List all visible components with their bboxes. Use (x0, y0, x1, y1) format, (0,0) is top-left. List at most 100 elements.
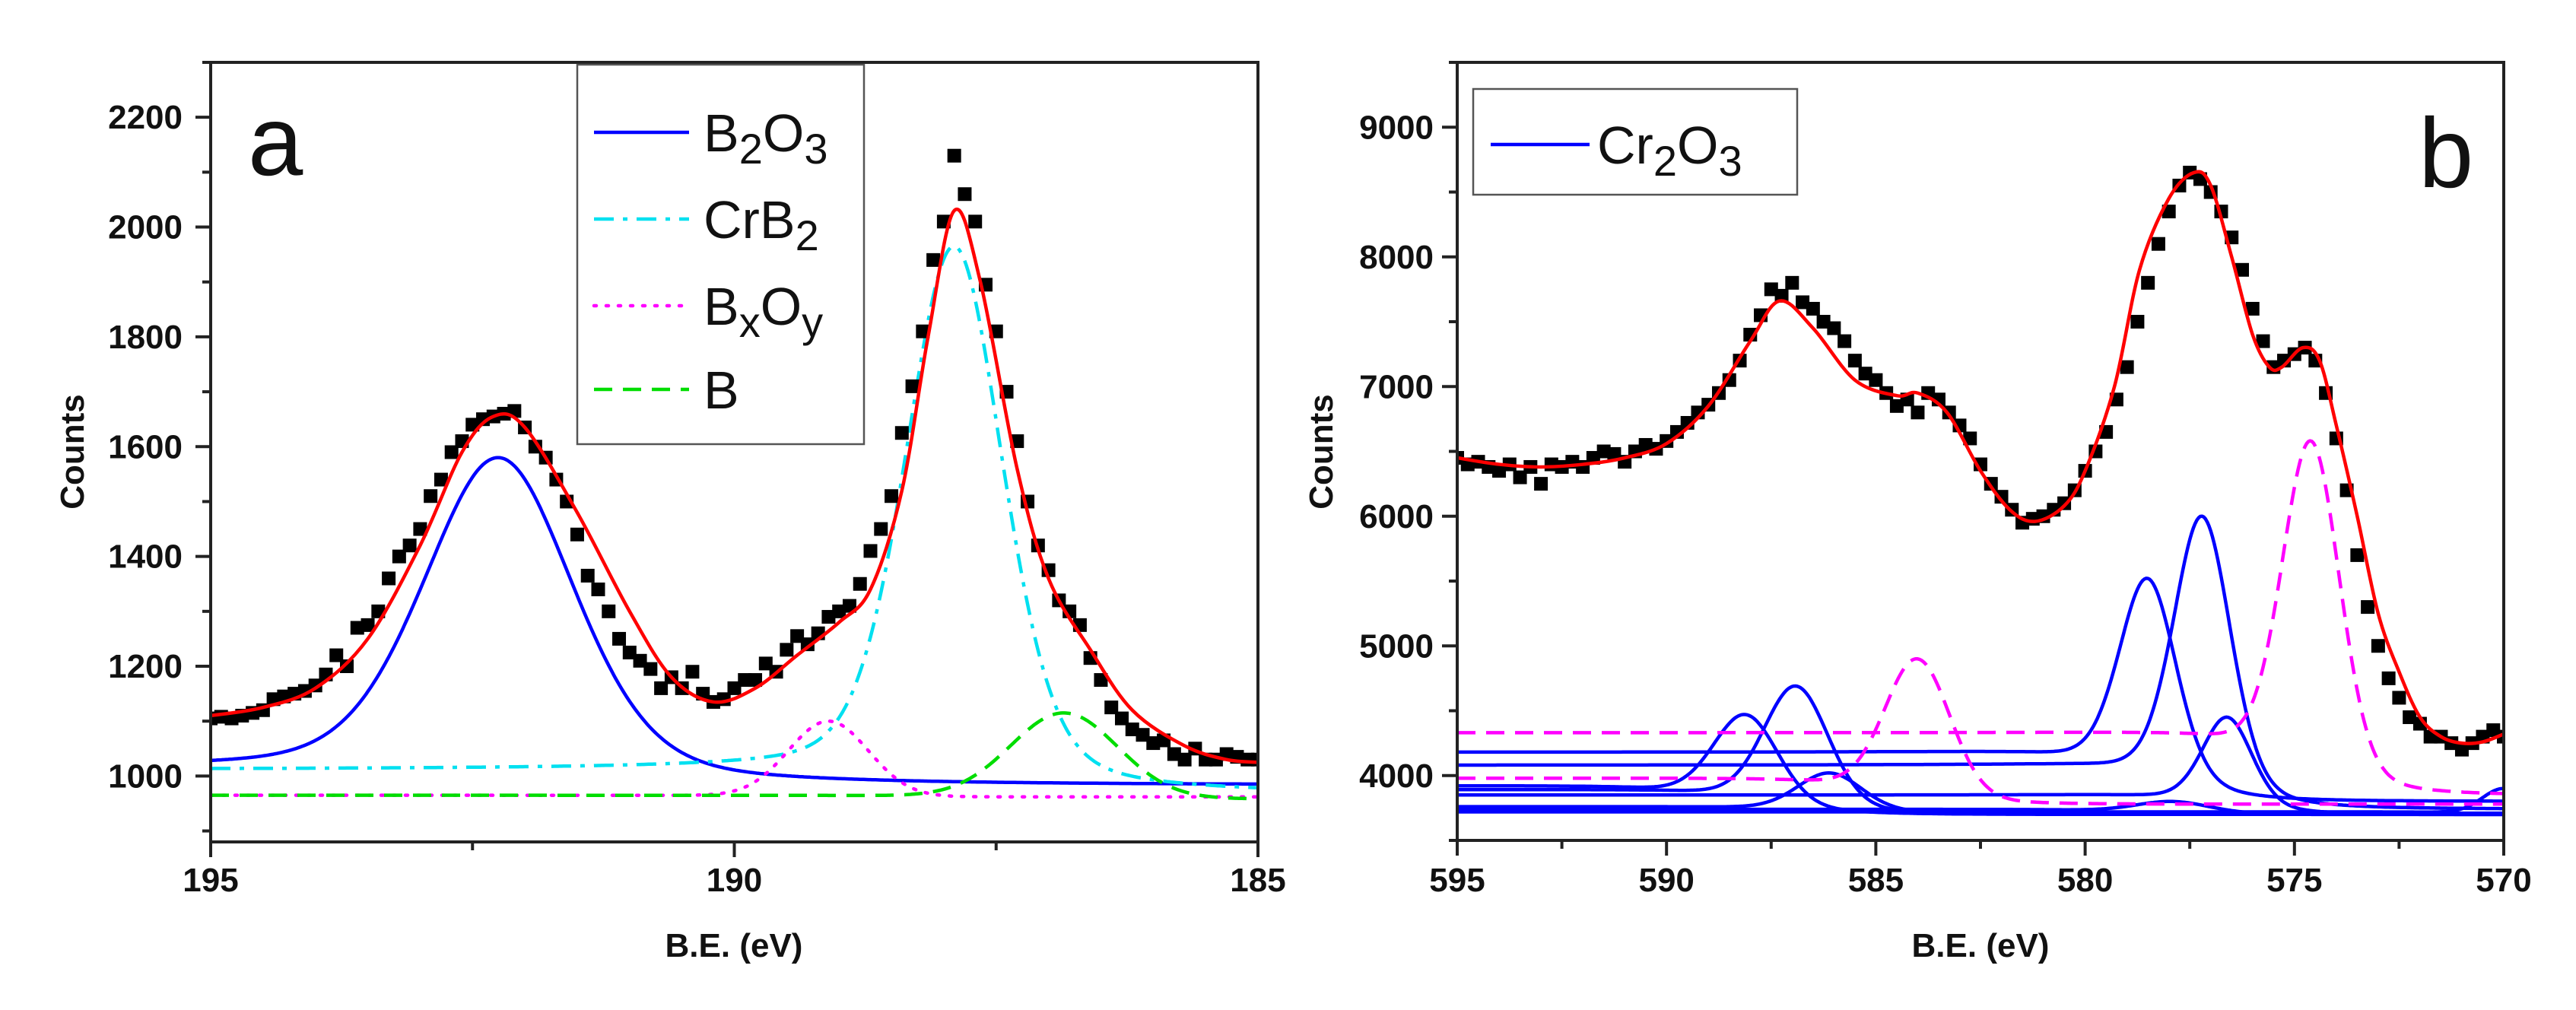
component-curve-cr2o3 (1457, 514, 2504, 811)
data-point (1136, 728, 1150, 742)
data-point (947, 148, 961, 163)
y-tick-label: 1200 (108, 648, 183, 685)
legend-text: B (704, 360, 739, 420)
data-point (1513, 470, 1527, 484)
data-point (1596, 444, 1611, 459)
component-curve-b (211, 711, 1258, 801)
legend-box (1472, 87, 1799, 196)
data-point (1177, 752, 1192, 767)
data-point (643, 662, 658, 676)
data-point (476, 412, 491, 427)
plot-area (1457, 165, 2504, 817)
x-tick-label: 575 (2266, 862, 2322, 899)
legend-subscript: 2 (1653, 137, 1677, 185)
data-point (905, 379, 920, 393)
data-point (685, 665, 700, 679)
data-point (1889, 399, 1904, 413)
data-point (1114, 711, 1129, 726)
y-tick-label: 2000 (108, 209, 183, 246)
legend-label-cr2o3: Cr2O3 (1597, 116, 1742, 185)
data-point (570, 527, 584, 542)
legend-subscript: y (802, 298, 823, 346)
data-point (444, 445, 459, 459)
data-point (832, 604, 846, 618)
data-point (780, 643, 794, 657)
x-tick-label: 580 (2057, 862, 2113, 899)
component-curve-cr2o3 (1457, 576, 2504, 803)
legend-subscript: x (739, 298, 761, 346)
data-point (1492, 464, 1507, 478)
data-point (1816, 315, 1831, 329)
data-point (2454, 742, 2469, 757)
data-point (1774, 288, 1789, 303)
data-point (790, 629, 805, 643)
data-point (2256, 334, 2270, 348)
data-point (2381, 671, 2396, 685)
panel-b-ylabel: Counts (1303, 394, 1340, 510)
data-point (1094, 673, 1108, 688)
x-tick-label: 590 (1638, 862, 1694, 899)
data-point (738, 673, 752, 688)
data-point (2235, 262, 2249, 277)
x-tick-label: 570 (2476, 862, 2531, 899)
y-tick-label: 9000 (1359, 109, 1434, 146)
data-point (2350, 548, 2365, 562)
data-point (2392, 691, 2406, 705)
data-point (424, 489, 438, 503)
data-point (392, 549, 406, 564)
panel-a-chart: B.E. (eV) Counts a 195 190 185 1000 1200 1400… (54, 61, 1286, 964)
data-point (926, 252, 941, 267)
y-tick-label: 7000 (1359, 368, 1434, 405)
legend-text: B (704, 277, 739, 336)
component-curve-cr2o3 (1457, 786, 2504, 814)
fit-envelope-line (211, 207, 1258, 764)
panel-b-label: b (2419, 97, 2473, 208)
data-point (1963, 431, 1977, 446)
data-point (2361, 600, 2375, 615)
legend-label-bxoy: BxOy (704, 277, 823, 346)
legend-label-b: B (704, 360, 739, 420)
legend-subscript: 2 (796, 211, 819, 259)
x-tick-label: 195 (183, 862, 238, 899)
y-tick-label: 5000 (1359, 627, 1434, 665)
data-point (1806, 301, 1820, 316)
legend-label-crb2: CrB2 (704, 190, 819, 259)
data-point (2130, 315, 2145, 329)
x-tick-label: 585 (1848, 862, 1904, 899)
y-tick-label: 1000 (108, 758, 183, 795)
data-point (1104, 700, 1119, 715)
data-point (434, 472, 448, 487)
data-point (958, 187, 972, 202)
x-tick-label: 595 (1429, 862, 1485, 899)
data-point (874, 522, 888, 536)
data-point (1785, 275, 1799, 290)
data-point (361, 618, 375, 632)
data-point (894, 426, 909, 440)
data-point (1847, 354, 1862, 368)
data-point (916, 324, 930, 338)
plot-area (211, 148, 1258, 801)
data-point (2371, 639, 2385, 653)
data-point (1251, 752, 1258, 767)
data-point (350, 621, 364, 635)
data-point (612, 631, 627, 646)
y-tick-label: 2200 (108, 99, 183, 136)
data-point (853, 576, 867, 591)
data-point (1638, 437, 1653, 452)
data-point (528, 440, 542, 454)
y-tick-label: 1800 (108, 319, 183, 356)
component-curve-crb2 (211, 244, 1258, 790)
legend-text: O (763, 103, 804, 163)
data-point (1911, 405, 1925, 420)
data-point (591, 582, 605, 596)
data-point (654, 681, 669, 695)
component-curve-b2o3 (211, 456, 1258, 786)
x-tick-label: 190 (707, 862, 762, 899)
panel-a-ylabel: Counts (54, 394, 91, 510)
y-tick-label: 8000 (1359, 239, 1434, 276)
fit-envelope-line (1457, 170, 2504, 745)
legend-text: O (1677, 116, 1718, 175)
data-point (2486, 723, 2501, 738)
